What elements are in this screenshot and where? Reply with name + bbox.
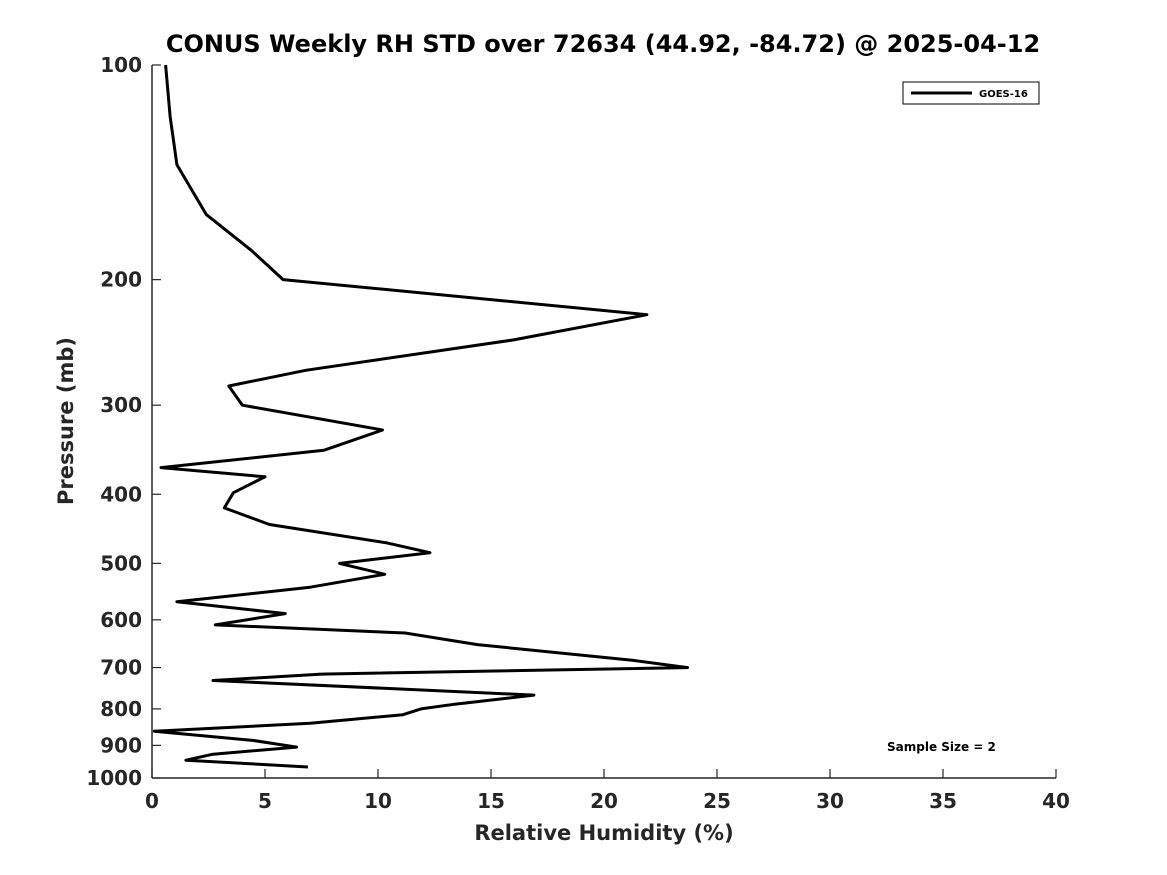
y-tick-label: 1000 — [86, 766, 142, 790]
legend: GOES-16 — [902, 81, 1040, 105]
y-tick-label: 300 — [100, 393, 142, 417]
chart-title: CONUS Weekly RH STD over 72634 (44.92, -… — [166, 30, 1040, 58]
x-tick-label: 10 — [364, 789, 392, 813]
x-tick-label: 0 — [145, 789, 159, 813]
y-axis-label: Pressure (mb) — [54, 337, 78, 505]
x-tick-label: 20 — [590, 789, 618, 813]
x-axis-label: Relative Humidity (%) — [474, 821, 733, 845]
sample-size-annotation: Sample Size = 2 — [887, 740, 996, 754]
y-tick-label: 800 — [100, 697, 142, 721]
x-tick-label: 35 — [929, 789, 957, 813]
plot-area-frame — [152, 65, 1056, 778]
y-tick-label: 100 — [100, 53, 142, 77]
x-tick-label: 30 — [816, 789, 844, 813]
x-tick-label: 15 — [477, 789, 505, 813]
y-axis-ticks: 100 200 300 400 500 600 700 800 900 1000 — [86, 53, 161, 790]
legend-label-goes-16: GOES-16 — [979, 89, 1028, 100]
series-layer — [152, 64, 690, 769]
x-axis-ticks: 0 5 10 15 20 25 30 35 40 — [145, 769, 1070, 813]
y-tick-label: 600 — [100, 608, 142, 632]
y-tick-label: 200 — [100, 268, 142, 292]
x-tick-label: 5 — [258, 789, 272, 813]
y-tick-label: 900 — [100, 733, 142, 757]
y-tick-label: 500 — [100, 551, 142, 575]
y-tick-label: 700 — [100, 656, 142, 680]
x-tick-label: 25 — [703, 789, 731, 813]
series-line-goes-16 — [152, 64, 690, 769]
x-tick-label: 40 — [1042, 789, 1070, 813]
y-tick-label: 400 — [100, 482, 142, 506]
